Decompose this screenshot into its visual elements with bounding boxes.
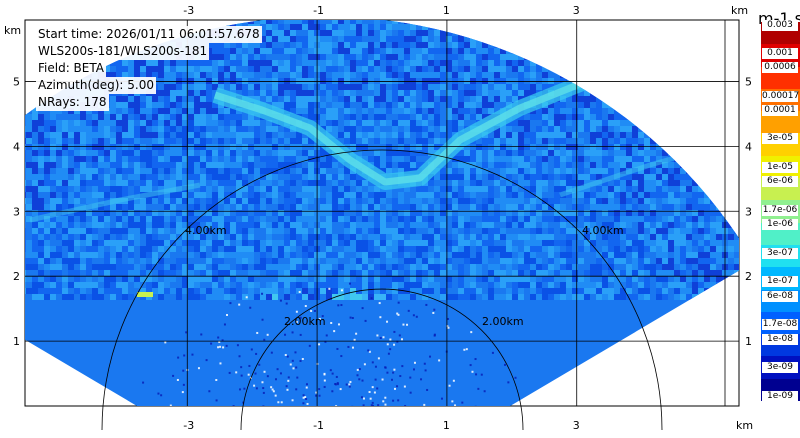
y-tick-label: 4 <box>13 140 20 153</box>
y-tick-label: 2 <box>745 270 752 283</box>
y-tick-label: 5 <box>745 75 752 88</box>
colorbar-tick-label: 3e-07 <box>762 248 798 259</box>
colorbar: 0.003 0.001 0.0006 0.00017 0.0001 3e-05 1e-05 6… <box>761 20 800 402</box>
range-ring-label: 4.00km <box>582 224 624 237</box>
start-time-label: Start time: 2026/01/11 06:01:57.678 <box>36 26 262 43</box>
colorbar-tick-label: 1e-09 <box>762 391 798 402</box>
y-tick-label: 4 <box>745 140 752 153</box>
colorbar-tick-label: 1e-06 <box>762 219 798 230</box>
x-tick-label: -3 <box>183 4 194 17</box>
x-tick-label: -1 <box>313 4 324 17</box>
x-tick-label: -3 <box>183 419 194 432</box>
colorbar-tick-label: 0.001 <box>762 48 798 59</box>
y-tick-label: 1 <box>13 335 20 348</box>
colorbar-tick-label: 6e-06 <box>762 176 798 187</box>
colorbar-tick-label: 1.7e-06 <box>762 205 798 216</box>
colorbar-tick-label: 0.0001 <box>762 105 798 116</box>
range-rings: 2.00km 2.00km 4.00km 4.00km <box>101 149 663 431</box>
field-label: Field: BETA <box>36 60 106 77</box>
y-tick-label: 3 <box>13 205 20 218</box>
x-tick-label: 1 <box>443 419 450 432</box>
axis-unit-label: km <box>731 4 748 17</box>
scan-info-box: Start time: 2026/01/11 06:01:57.678 WLS2… <box>36 26 262 111</box>
y-tick-label: 3 <box>745 205 752 218</box>
range-ring <box>240 288 524 431</box>
colorbar-tick-label: 1e-08 <box>762 334 798 345</box>
colorbar-tick-label: 3e-09 <box>762 362 798 373</box>
range-ring-label: 2.00km <box>482 315 524 328</box>
colorbar-tick-label: 0.0006 <box>762 62 798 73</box>
colorbar-tick-label: 1e-05 <box>762 162 798 173</box>
colorbar-tick-label: 3e-05 <box>762 133 798 144</box>
y-tick-label: 2 <box>13 270 20 283</box>
colorbar-tick-label: 1e-07 <box>762 276 798 287</box>
colorbar-tick-label: 0.00017 <box>762 91 800 102</box>
colorbar-segment <box>761 111 800 134</box>
x-tick-label: 1 <box>443 4 450 17</box>
instrument-label: WLS200s-181/WLS200s-181 <box>36 43 210 60</box>
nrays-label: NRays: 178 <box>36 94 109 111</box>
range-ring <box>101 149 663 431</box>
axis-ticks: -3 -3 -1 -1 1 1 3 3 1 1 2 2 3 3 4 4 5 5 km km km <box>4 4 753 432</box>
colorbar-tick-label: 1.7e-08 <box>762 319 798 330</box>
colorbar-tick-label: 6e-08 <box>762 291 798 302</box>
azimuth-label: Azimuth(deg): 5.00 <box>36 77 157 94</box>
x-tick-label: 3 <box>573 419 580 432</box>
colorbar-tick-label: 0.003 <box>762 20 798 31</box>
axis-unit-label: km <box>4 24 21 37</box>
y-tick-label: 5 <box>13 75 20 88</box>
range-ring-label: 2.00km <box>284 315 326 328</box>
y-tick-label: 1 <box>745 335 752 348</box>
axis-unit-label: km <box>736 419 753 432</box>
range-ring-label: 4.00km <box>185 224 227 237</box>
x-tick-label: 3 <box>573 4 580 17</box>
x-tick-label: -1 <box>313 419 324 432</box>
